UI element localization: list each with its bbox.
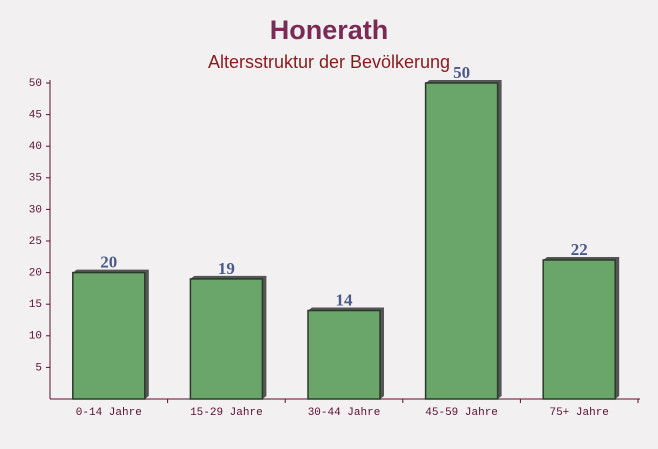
bar (542, 259, 616, 400)
value-label: 14 (336, 290, 354, 309)
value-label: 22 (571, 240, 588, 259)
y-tick-label: 45 (29, 110, 42, 122)
bar (72, 271, 146, 400)
y-tick-label: 50 (29, 78, 42, 90)
y-tick-label: 30 (29, 204, 42, 216)
y-tick-label: 5 (35, 362, 42, 374)
x-tick-label: 45-59 Jahre (425, 407, 498, 419)
bar (189, 278, 264, 400)
y-tick-label: 10 (29, 331, 42, 343)
value-label: 20 (100, 253, 117, 272)
y-tick-label: 15 (29, 299, 42, 311)
x-tick-label: 0-14 Jahre (76, 407, 142, 419)
y-tick-label: 20 (29, 268, 42, 280)
y-tick-label: 35 (29, 173, 42, 185)
y-tick-label: 25 (29, 236, 42, 248)
chart-subtitle: Altersstruktur der Bevölkerung (208, 52, 450, 72)
chart-title: Honerath (270, 15, 389, 45)
x-tick-label: 30-44 Jahre (308, 407, 381, 419)
value-label: 19 (218, 259, 235, 278)
bar (424, 82, 499, 400)
x-tick-label: 75+ Jahre (549, 407, 608, 419)
y-tick-label: 40 (29, 141, 42, 153)
value-label: 50 (453, 63, 470, 82)
x-tick-label: 15-29 Jahre (190, 407, 263, 419)
bar (307, 309, 381, 400)
